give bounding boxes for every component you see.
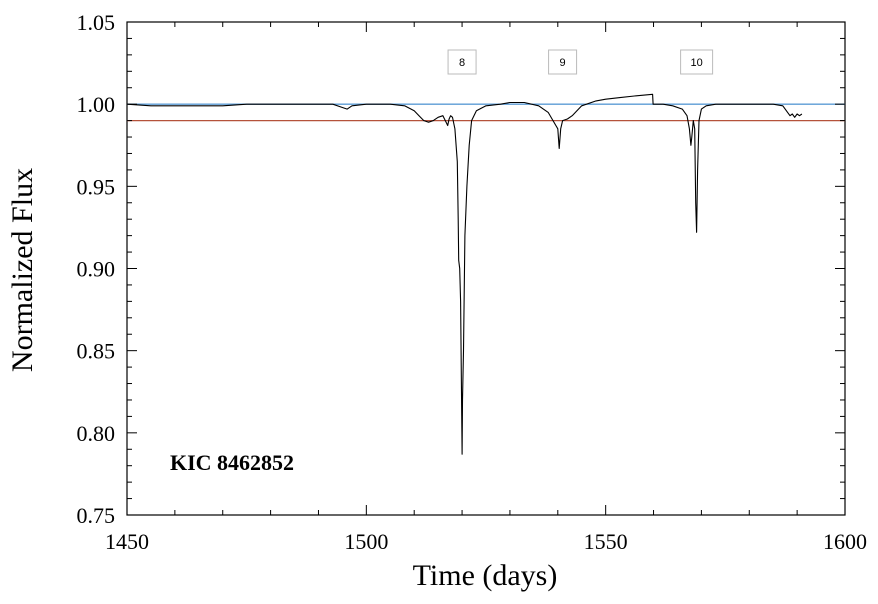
dip-annotation-label-0: 8 xyxy=(459,57,465,69)
dip-annotation-box-2 xyxy=(680,49,714,75)
x-tick-label: 1450 xyxy=(105,529,149,554)
y-tick-label: 0.75 xyxy=(77,503,116,528)
y-tick-label: 1.05 xyxy=(77,10,116,35)
x-tick-label: 1500 xyxy=(344,529,388,554)
y-tick-label: 0.80 xyxy=(77,421,116,446)
x-axis-title: Time (days) xyxy=(413,559,558,592)
plot-frame xyxy=(126,21,846,516)
x-tick-label: 1550 xyxy=(584,529,628,554)
dip-annotation-label-2: 10 xyxy=(690,57,702,69)
dip-annotation-box-1 xyxy=(548,49,578,75)
y-axis-title: Normalized Flux xyxy=(6,168,39,372)
star-id-label: KIC 8462852 xyxy=(170,450,294,475)
y-tick-label: 0.85 xyxy=(77,339,116,364)
y-tick-label: 1.00 xyxy=(77,92,116,117)
flux-series-0 xyxy=(126,93,803,455)
x-tick-label: 1600 xyxy=(823,529,867,554)
y-tick-label: 0.95 xyxy=(77,174,116,199)
y-tick-label: 0.90 xyxy=(77,257,116,282)
dip-annotation-label-1: 9 xyxy=(560,57,566,69)
dip-annotation-box-0 xyxy=(447,49,477,75)
